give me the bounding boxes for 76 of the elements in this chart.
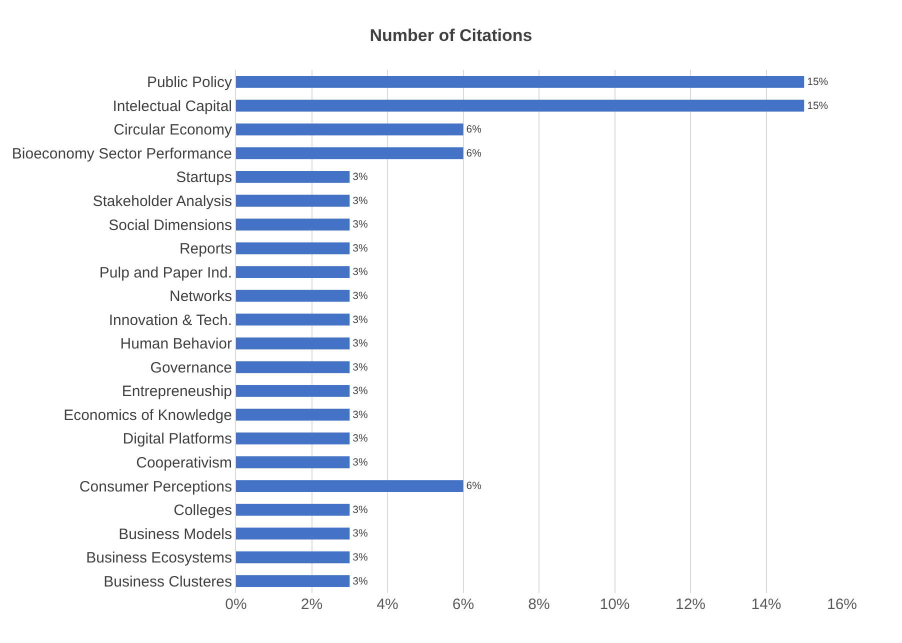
y-tick-label: Business Ecosystems bbox=[86, 550, 232, 567]
y-tick-label: Bioeconomy Sector Performance bbox=[12, 145, 232, 162]
bar bbox=[236, 171, 350, 183]
data-label: 3% bbox=[352, 243, 368, 254]
x-tick-label: 6% bbox=[452, 596, 474, 613]
x-tick-label: 10% bbox=[600, 596, 630, 613]
data-label: 3% bbox=[352, 172, 368, 184]
data-label: 6% bbox=[466, 481, 482, 492]
y-tick-label: Networks bbox=[169, 288, 232, 306]
data-label: 3% bbox=[352, 528, 368, 540]
x-tick-label: 14% bbox=[751, 596, 782, 613]
data-label: 15% bbox=[807, 77, 828, 88]
bar bbox=[236, 266, 350, 278]
data-label: 6% bbox=[466, 124, 482, 136]
y-tick-label: Social Dimensions bbox=[108, 216, 232, 234]
x-tick-label: 16% bbox=[826, 596, 858, 613]
data-label: 3% bbox=[352, 386, 368, 398]
bar bbox=[236, 314, 350, 326]
data-label: 3% bbox=[352, 362, 368, 374]
bar bbox=[236, 551, 350, 564]
bar bbox=[236, 480, 464, 492]
y-tick-label: Digital Platforms bbox=[122, 430, 232, 448]
bar bbox=[236, 432, 350, 444]
x-tick-label: 12% bbox=[675, 596, 706, 613]
bar bbox=[236, 100, 804, 112]
bar bbox=[236, 147, 464, 160]
data-label: 3% bbox=[352, 196, 368, 207]
y-tick-label: Intelectual Capital bbox=[112, 98, 232, 115]
chart-title: Number of Citations bbox=[370, 26, 532, 45]
y-tick-label: Cooperativism bbox=[136, 454, 232, 472]
bar bbox=[236, 242, 350, 254]
y-tick-label: Reports bbox=[179, 240, 232, 258]
data-label: 3% bbox=[352, 410, 368, 421]
bar bbox=[236, 76, 804, 88]
bar bbox=[236, 123, 464, 136]
y-tick-label: Economics of Knowledge bbox=[64, 406, 232, 424]
y-tick-label: Pulp and Paper Ind. bbox=[99, 264, 232, 282]
bar bbox=[236, 384, 350, 397]
y-tick-label: Innovation & Tech. bbox=[108, 312, 232, 329]
bar bbox=[236, 290, 350, 302]
bar bbox=[236, 528, 350, 540]
y-tick-label: Entrepreneuship bbox=[122, 383, 232, 400]
y-tick-label: Business Models bbox=[118, 526, 232, 543]
data-label: 3% bbox=[352, 504, 368, 516]
data-label: 3% bbox=[352, 267, 368, 278]
bar bbox=[236, 218, 350, 230]
bar bbox=[236, 575, 350, 588]
y-tick-label: Stakeholder Analysis bbox=[92, 193, 232, 210]
data-label: 3% bbox=[352, 457, 368, 468]
y-tick-label: Startups bbox=[176, 169, 232, 186]
data-label: 3% bbox=[352, 434, 368, 445]
x-tick-label: 0% bbox=[225, 596, 247, 613]
bar bbox=[236, 456, 350, 468]
data-label: 3% bbox=[352, 552, 368, 564]
y-tick-label: Business Clusteres bbox=[104, 573, 232, 590]
x-tick-label: 4% bbox=[376, 596, 398, 613]
bar bbox=[236, 504, 350, 516]
y-tick-label: Public Policy bbox=[146, 74, 232, 92]
bar bbox=[236, 194, 350, 207]
y-tick-label: Circular Economy bbox=[114, 122, 232, 139]
data-label: 6% bbox=[466, 148, 482, 160]
data-label: 3% bbox=[352, 220, 368, 231]
data-label: 3% bbox=[352, 338, 368, 350]
data-label: 3% bbox=[352, 290, 368, 302]
x-tick-label: 8% bbox=[528, 596, 550, 613]
y-tick-label: Human Behavior bbox=[120, 336, 232, 353]
bar bbox=[236, 408, 350, 421]
data-label: 3% bbox=[352, 314, 368, 326]
x-tick-label: 2% bbox=[300, 596, 323, 613]
y-tick-label: Governance bbox=[150, 359, 232, 376]
bar bbox=[236, 361, 350, 374]
data-label: 3% bbox=[352, 576, 368, 588]
y-tick-label: Consumer Perceptions bbox=[79, 478, 232, 496]
data-label: 15% bbox=[807, 100, 828, 112]
bar bbox=[236, 337, 350, 350]
y-tick-label: Colleges bbox=[174, 502, 232, 520]
